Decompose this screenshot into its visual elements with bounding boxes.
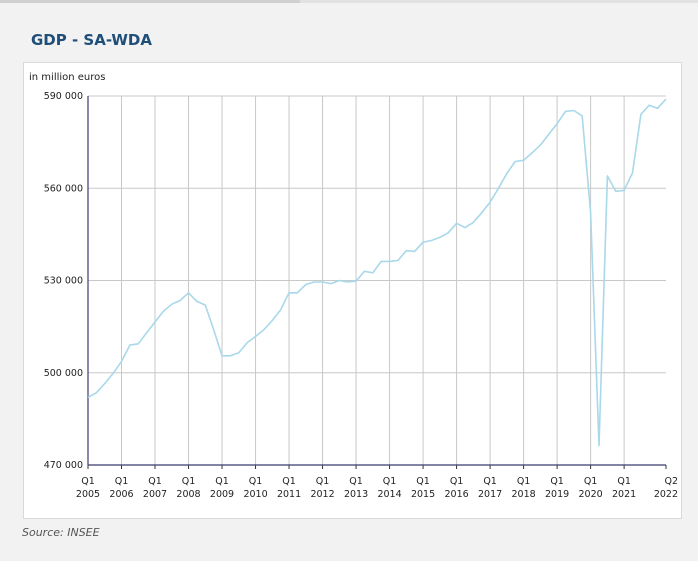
x-tick-quarter: Q1 (81, 476, 95, 487)
y-tick-label: 500 000 (44, 368, 83, 379)
x-tick-quarter: Q1 (349, 476, 363, 487)
x-tick-year: 2018 (512, 489, 536, 500)
y-axis-unit-label: in million euros (29, 72, 106, 83)
top-border (0, 0, 698, 3)
x-tick-quarter: Q1 (182, 476, 196, 487)
x-tick-quarter: Q1 (316, 476, 330, 487)
x-tick-year: 2016 (444, 489, 468, 500)
top-tab-indicator (0, 0, 300, 3)
series-lines (87, 98, 667, 447)
x-tick-year: 2005 (76, 489, 100, 500)
x-tick-year: 2017 (478, 489, 502, 500)
x-tick-year: 2011 (277, 489, 301, 500)
x-tick-quarter: Q1 (215, 476, 229, 487)
x-tick-quarter: Q1 (517, 476, 531, 487)
y-tick-label: 560 000 (44, 183, 83, 194)
x-tick-year: 2010 (243, 489, 267, 500)
x-tick-year: 2008 (176, 489, 200, 500)
series-line-gdp (87, 98, 667, 447)
x-tick-year: 2014 (377, 489, 401, 500)
horizontal-gridlines (88, 95, 666, 466)
x-tick-quarter: Q1 (282, 476, 296, 487)
x-tick-year: 2015 (411, 489, 435, 500)
chart-title: GDP - SA-WDA (31, 31, 152, 49)
x-tick-year: 2022 (654, 489, 678, 500)
x-tick-quarter: Q2 (664, 476, 678, 487)
x-tick-year: 2012 (310, 489, 334, 500)
y-axis-ticks: 470 000 500 000 530 000 560 000 590 000 (44, 91, 83, 471)
x-tick-year: 2021 (612, 489, 636, 500)
x-tick-quarter: Q1 (383, 476, 397, 487)
x-tick-quarter: Q1 (584, 476, 598, 487)
x-tick-quarter: Q1 (249, 476, 263, 487)
x-tick-year: 2007 (143, 489, 167, 500)
x-tick-quarter: Q1 (148, 476, 162, 487)
axes (87, 96, 666, 466)
chart-panel (23, 62, 682, 519)
x-tick-year: 2020 (579, 489, 603, 500)
x-tick-year: 2019 (545, 489, 569, 500)
y-tick-label: 470 000 (44, 460, 83, 471)
x-tick-quarter: Q1 (483, 476, 497, 487)
x-tick-year: 2013 (344, 489, 368, 500)
x-tick-quarter: Q1 (416, 476, 430, 487)
y-tick-label: 530 000 (44, 276, 83, 287)
x-tick-year: 2009 (210, 489, 234, 500)
x-tick-quarter: Q1 (617, 476, 631, 487)
x-tick-quarter: Q1 (550, 476, 564, 487)
source-note: Source: INSEE (22, 526, 100, 539)
x-tick-quarter: Q1 (450, 476, 464, 487)
x-axis-ticks: Q1 2005 Q1 2006 Q1 2007 Q1 2008 Q1 2009 Q1 2010 Q1 20… (76, 465, 678, 500)
x-tick-year: 2006 (109, 489, 133, 500)
x-tick-quarter: Q1 (115, 476, 129, 487)
y-tick-label: 590 000 (44, 91, 83, 102)
